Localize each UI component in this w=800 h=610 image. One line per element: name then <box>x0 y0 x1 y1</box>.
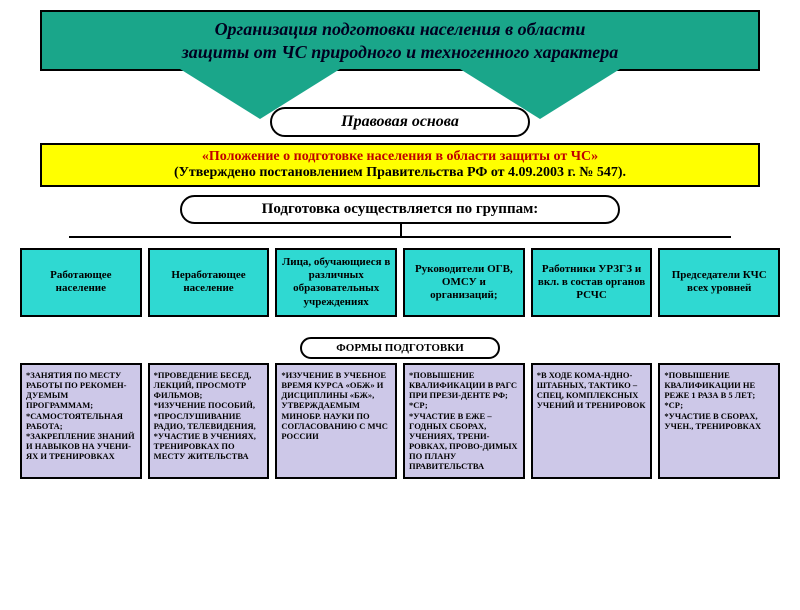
forms-row: *ЗАНЯТИЯ ПО МЕСТУ РАБОТЫ ПО РЕКОМЕН-ДУЕМ… <box>20 363 780 479</box>
title-line-1: Организация подготовки населения в облас… <box>215 19 586 39</box>
forms-pill: ФОРМЫ ПОДГОТОВКИ <box>300 337 500 359</box>
group-cell: Лица, обучающиеся в различных образовате… <box>275 248 397 317</box>
group-cell: Работники УРЗГЗ и вкл. в состав органов … <box>531 248 653 317</box>
group-cell: Руководители ОГВ, ОМСУ и организаций; <box>403 248 525 317</box>
title-banner: Организация подготовки населения в облас… <box>40 10 760 71</box>
down-arrow-right <box>460 69 620 119</box>
down-arrow-left <box>180 69 340 119</box>
form-cell: *В ХОДЕ КОМА-НДНО-ШТАБНЫХ, ТАКТИКО – СПЕ… <box>531 363 653 479</box>
groups-row: Работающее население Неработающее населе… <box>20 248 780 317</box>
legal-line-1: «Положение о подготовке населения в обла… <box>202 149 598 164</box>
group-cell: Председатели КЧС всех уровней <box>658 248 780 317</box>
form-cell: *ПОВЫШЕНИЕ КВАЛИФИКАЦИИ В РАГС ПРИ ПРЕЗИ… <box>403 363 525 479</box>
group-cell: Неработающее население <box>148 248 270 317</box>
form-cell: *ПОВЫШЕНИЕ КВАЛИФИКАЦИИ НЕ РЕЖЕ 1 РАЗА В… <box>658 363 780 479</box>
title-line-2: защиты от ЧС природного и техногенного х… <box>182 42 619 62</box>
connector-forms <box>20 317 780 331</box>
form-cell: *ЗАНЯТИЯ ПО МЕСТУ РАБОТЫ ПО РЕКОМЕН-ДУЕМ… <box>20 363 142 479</box>
form-cell: *ПРОВЕДЕНИЕ БЕСЕД, ЛЕКЦИЙ, ПРОСМОТР ФИЛЬ… <box>148 363 270 479</box>
legal-box: «Положение о подготовке населения в обла… <box>40 143 760 187</box>
groups-pill: Подготовка осуществляется по группам: <box>180 195 620 224</box>
connector-groups <box>40 230 760 248</box>
form-cell: *ИЗУЧЕНИЕ В УЧЕБНОЕ ВРЕМЯ КУРСА «ОБЖ» И … <box>275 363 397 479</box>
legal-line-2: (Утверждено постановлением Правительства… <box>174 165 626 180</box>
group-cell: Работающее население <box>20 248 142 317</box>
